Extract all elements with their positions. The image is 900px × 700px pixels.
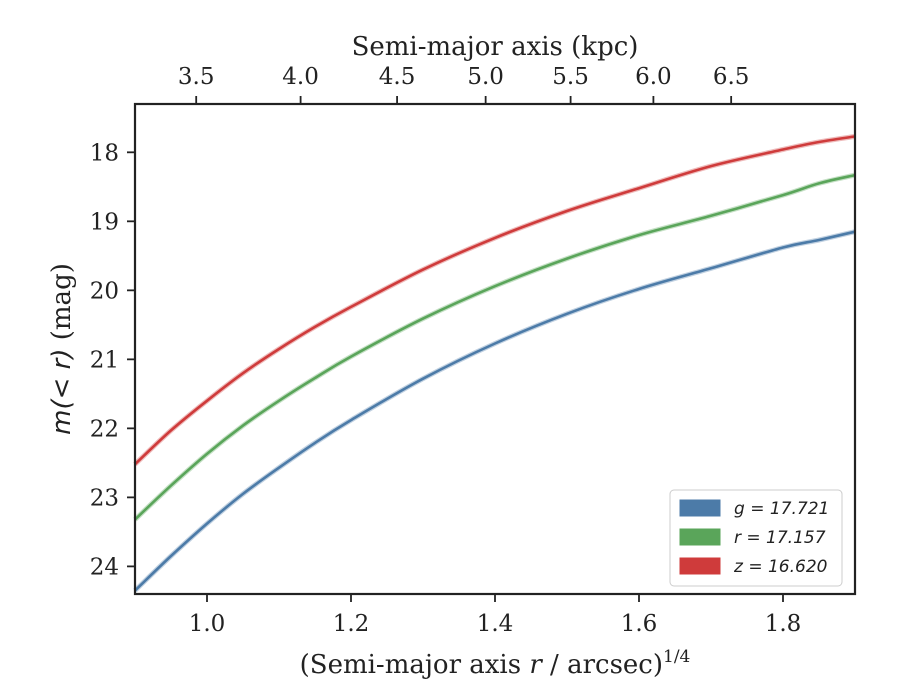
x-tick-label: 1.4: [477, 611, 514, 637]
series-layer: [133, 133, 856, 593]
series-line-z: [134, 135, 856, 466]
top-tick-label: 5.0: [467, 64, 504, 90]
legend: g = 17.721 r = 17.157 z = 16.620: [669, 489, 843, 587]
y-axis-title: m(< r) (mag): [47, 263, 77, 435]
top-tick-label: 6.5: [713, 64, 750, 90]
x-tick-label: 1.2: [333, 611, 370, 637]
legend-label-g: g = 17.721: [734, 499, 829, 519]
series-line-g: [134, 230, 856, 592]
series-band-z: [133, 133, 856, 467]
top-axis-title: Semi-major axis (kpc): [352, 32, 639, 62]
y-tick-label: 24: [90, 554, 119, 580]
y-tick-label: 20: [90, 278, 119, 304]
y-tick-label: 19: [90, 209, 119, 235]
top-tick-label: 6.0: [635, 64, 672, 90]
x-axis-title: (Semi-major axis r / arcsec)1/4: [300, 647, 691, 680]
y-tick-label: 18: [90, 140, 119, 166]
y-tick-label: 21: [90, 347, 119, 373]
legend-label-z: z = 16.620: [733, 557, 827, 577]
y-tick-label: 22: [90, 416, 119, 442]
y-tick-label: 23: [90, 485, 119, 511]
series-band-r: [133, 172, 856, 522]
legend-items: g = 17.721 r = 17.157 z = 16.620: [679, 499, 829, 577]
top-tick-label: 4.5: [379, 64, 416, 90]
x-tick-label: 1.6: [621, 611, 658, 637]
top-tick-label: 4.0: [282, 64, 319, 90]
legend-swatch-g: [679, 499, 721, 517]
legend-swatch-z: [679, 557, 721, 575]
ticks-layer: 1.0 1.2 1.4 1.6 1.8 3.5 4.0 4.5 5.0 5.5 6.0 6.5 18 19…: [90, 64, 802, 637]
top-tick-label: 3.5: [178, 64, 215, 90]
x-tick-label: 1.0: [189, 611, 226, 637]
series-line-r: [134, 173, 856, 521]
legend-swatch-r: [679, 528, 721, 546]
x-tick-label: 1.8: [765, 611, 802, 637]
top-tick-label: 5.5: [552, 64, 589, 90]
legend-label-r: r = 17.157: [734, 528, 826, 548]
